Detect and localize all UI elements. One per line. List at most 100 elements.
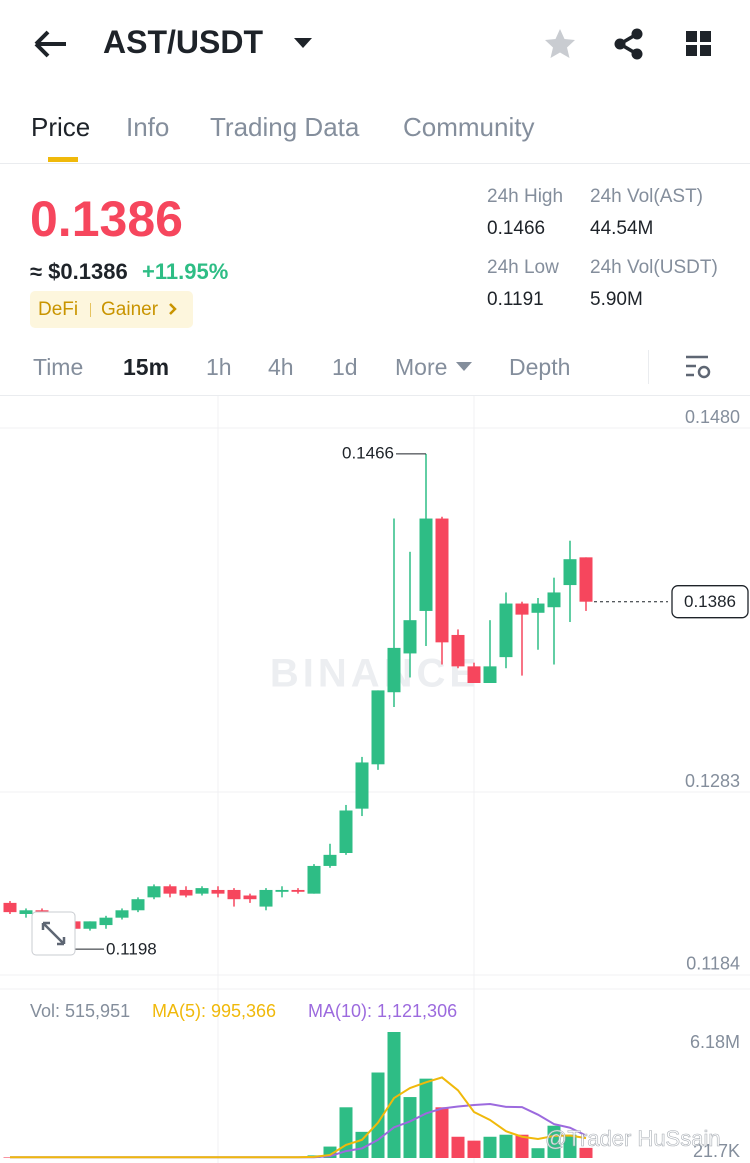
price-change: +11.95% bbox=[142, 259, 229, 284]
tag-chevron bbox=[169, 303, 177, 315]
stat-value: 44.54M bbox=[590, 218, 654, 239]
expand-icon bbox=[41, 921, 66, 946]
y-tick-label: 0.1184 bbox=[686, 954, 740, 974]
layout-button[interactable] bbox=[685, 30, 713, 58]
volume-legend: MA(10): 1,121,306 bbox=[308, 1001, 457, 1021]
chart-settings[interactable] bbox=[684, 354, 714, 382]
candle-body bbox=[19, 910, 33, 914]
back-button[interactable] bbox=[30, 26, 70, 62]
candle-body bbox=[163, 886, 177, 894]
divider bbox=[0, 163, 750, 164]
last-price-label: 0.1386 bbox=[684, 592, 736, 611]
y-tick-label: 0.1283 bbox=[685, 771, 740, 791]
candle-body bbox=[547, 592, 561, 608]
watermark: BINANCE bbox=[270, 652, 480, 696]
candle-body bbox=[403, 620, 417, 654]
pair-title[interactable]: AST/USDT bbox=[103, 24, 263, 60]
interval[interactable]: 15m bbox=[123, 354, 170, 380]
candle-body bbox=[259, 889, 273, 907]
ma5-line bbox=[10, 1076, 587, 1159]
candle-body bbox=[195, 888, 209, 894]
candle-body bbox=[579, 557, 593, 602]
low-label: 0.1198 bbox=[106, 940, 157, 959]
more-dropdown[interactable] bbox=[455, 361, 473, 373]
volume-bar bbox=[355, 1131, 369, 1158]
volume-bar bbox=[419, 1078, 433, 1158]
usd-price: ≈ $0.1386 bbox=[30, 259, 128, 284]
candle-body bbox=[339, 810, 353, 853]
candle-body bbox=[563, 559, 577, 586]
volume-bar bbox=[499, 1134, 513, 1158]
candle-body bbox=[99, 917, 113, 926]
interval[interactable]: 1h bbox=[206, 354, 232, 380]
favorite-star[interactable] bbox=[543, 27, 577, 61]
expand-button[interactable] bbox=[31, 911, 76, 956]
candle-body bbox=[419, 518, 433, 611]
volume-tick-label: 21.7K bbox=[693, 1141, 740, 1161]
tab[interactable]: Trading Data bbox=[210, 112, 360, 142]
interval[interactable]: Time bbox=[33, 354, 84, 380]
tag-separator bbox=[90, 303, 91, 317]
candle-body bbox=[451, 634, 465, 667]
volume-bar bbox=[323, 1146, 337, 1158]
candle-body bbox=[131, 899, 145, 911]
candle-body bbox=[483, 666, 497, 683]
candle-body bbox=[227, 889, 241, 900]
candle-body bbox=[515, 603, 529, 615]
candle-body bbox=[387, 647, 401, 693]
tag-box[interactable] bbox=[30, 291, 193, 328]
share-button[interactable] bbox=[612, 27, 646, 61]
volume-bar bbox=[547, 1125, 561, 1158]
candle-body bbox=[435, 518, 449, 643]
interval[interactable]: More bbox=[395, 354, 448, 380]
candle-body bbox=[291, 889, 305, 892]
interval[interactable]: 1d bbox=[332, 354, 358, 380]
candle-body bbox=[307, 865, 321, 894]
stat-label: 24h High bbox=[487, 186, 564, 207]
candle-body bbox=[147, 886, 161, 898]
volume-bar bbox=[563, 1134, 577, 1158]
tab[interactable]: Community bbox=[403, 112, 535, 142]
volume-bar bbox=[403, 1097, 417, 1158]
stat-label: 24h Vol(USDT) bbox=[590, 257, 718, 278]
volume-bar bbox=[515, 1134, 529, 1158]
candle-body bbox=[83, 921, 97, 929]
y-tick-label: 0.1480 bbox=[685, 407, 740, 427]
stat-label: 24h Low bbox=[487, 257, 559, 278]
candle-body bbox=[531, 603, 545, 613]
candle-body bbox=[371, 690, 385, 765]
pair-dropdown[interactable] bbox=[292, 36, 314, 50]
stat-value: 5.90M bbox=[590, 289, 643, 310]
volume-bar bbox=[531, 1148, 545, 1158]
candle-body bbox=[115, 910, 129, 918]
volume-bar bbox=[467, 1140, 481, 1158]
stat-value: 0.1466 bbox=[487, 218, 546, 239]
candle-body bbox=[275, 889, 289, 892]
candle-body bbox=[355, 762, 369, 809]
candle-body bbox=[3, 902, 17, 913]
candle-body bbox=[323, 854, 337, 866]
last-price: 0.1386 bbox=[30, 191, 183, 247]
tab-indicator bbox=[48, 157, 78, 162]
volume-bar bbox=[483, 1136, 497, 1158]
interval[interactable]: Depth bbox=[509, 354, 571, 380]
tab[interactable]: Info bbox=[126, 112, 170, 142]
volume-bar bbox=[451, 1136, 465, 1158]
divider bbox=[0, 395, 750, 396]
volume-tick-label: 6.18M bbox=[690, 1032, 740, 1052]
candle-body bbox=[179, 889, 193, 896]
tag[interactable]: DeFi bbox=[38, 299, 79, 320]
candle-body bbox=[467, 666, 481, 683]
candle-body bbox=[499, 603, 513, 658]
candle-body bbox=[211, 889, 225, 894]
high-label: 0.1466 bbox=[342, 443, 394, 462]
tag[interactable]: Gainer bbox=[101, 299, 159, 320]
volume-bar bbox=[579, 1147, 593, 1158]
tab[interactable]: Price bbox=[31, 112, 91, 142]
interval[interactable]: 4h bbox=[268, 354, 294, 380]
volume-bar bbox=[435, 1107, 449, 1158]
volume-legend: MA(5): 995,366 bbox=[152, 1001, 276, 1021]
divider bbox=[648, 350, 649, 384]
